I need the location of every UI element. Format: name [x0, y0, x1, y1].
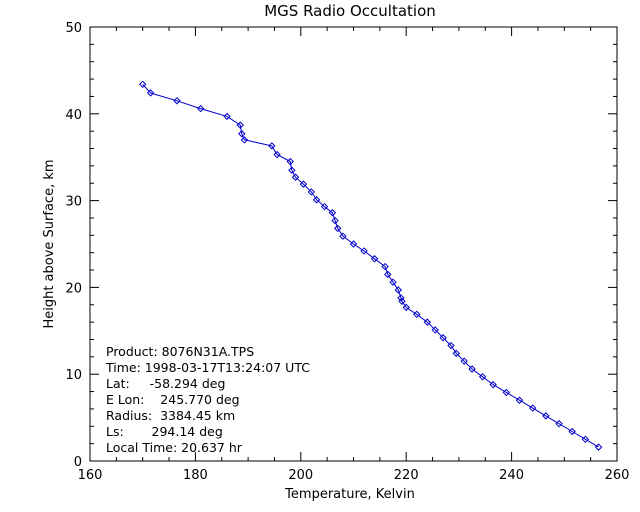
data-point	[460, 357, 468, 365]
data-point	[568, 427, 576, 436]
annotation-ls: Ls: 294.14 deg	[106, 424, 223, 439]
series-markers	[138, 80, 603, 451]
series-line	[142, 83, 599, 448]
annotation-radius: Radius: 3384.45 km	[106, 408, 235, 423]
data-point	[286, 157, 294, 166]
data-point	[307, 188, 316, 196]
data-point	[312, 196, 321, 204]
annotation-lat: Lat: -58.294 deg	[106, 376, 225, 391]
data-point	[331, 216, 339, 225]
x-axis-title: Temperature, Kelvin	[284, 487, 415, 502]
chart-title: MGS Radio Occultation	[264, 2, 436, 20]
y-tick-label: 40	[65, 108, 82, 123]
axis-tick-labels: 160 180 200 220 240 260 0 10 20 30 40 50	[65, 21, 629, 483]
data-point	[288, 166, 296, 174]
data-point	[394, 286, 403, 294]
axis-ticks	[89, 26, 618, 462]
data-point	[468, 365, 476, 373]
data-point	[439, 334, 447, 342]
data-point	[398, 297, 406, 305]
data-point	[594, 443, 603, 451]
data-point	[555, 419, 563, 428]
data-point	[349, 240, 358, 248]
data-point	[236, 121, 244, 129]
x-tick-label: 260	[605, 468, 630, 483]
annotation-local-time: Local Time: 20.637 hr	[106, 440, 243, 455]
data-point	[515, 396, 524, 404]
annotation-product: Product: 8076N31A.TPS	[106, 344, 254, 359]
data-point	[381, 262, 389, 271]
annotation-lon: E Lon: 245.770 deg	[106, 392, 240, 407]
data-point	[413, 310, 421, 319]
data-point	[333, 224, 342, 233]
data-point	[502, 388, 511, 397]
data-point	[431, 326, 439, 334]
data-point	[489, 380, 497, 389]
data-point	[299, 180, 308, 188]
annotation-time: Time: 1998-03-17T13:24:07 UTC	[105, 360, 310, 375]
y-tick-label: 30	[65, 195, 82, 210]
y-tick-label: 20	[65, 281, 82, 296]
data-point	[339, 232, 347, 240]
data-point	[528, 404, 537, 412]
data-point	[273, 150, 281, 159]
data-point	[291, 173, 300, 181]
data-point	[402, 303, 410, 312]
x-tick-label: 240	[499, 468, 524, 483]
x-tick-label: 220	[394, 468, 419, 483]
data-point	[173, 97, 181, 105]
data-point	[320, 202, 329, 211]
data-point	[223, 112, 231, 121]
y-tick-label: 0	[74, 455, 82, 470]
data-point	[542, 412, 550, 420]
data-point	[447, 341, 455, 350]
y-axis-title: Height above Surface, km	[42, 159, 57, 328]
annotation-block: Product: 8076N31A.TPS Time: 1998-03-17T1…	[105, 344, 310, 455]
data-point	[138, 80, 147, 88]
data-point	[384, 270, 392, 279]
data-point	[389, 278, 397, 286]
data-point	[397, 294, 405, 302]
data-point	[146, 89, 155, 97]
data-point	[360, 247, 368, 255]
data-point	[581, 435, 590, 444]
data-point	[478, 373, 487, 381]
data-point	[268, 142, 276, 150]
data-point	[370, 255, 379, 263]
data-point	[452, 349, 460, 358]
x-tick-label: 180	[183, 468, 208, 483]
x-tick-label: 200	[288, 468, 313, 483]
data-point	[240, 136, 249, 144]
y-tick-label: 10	[65, 368, 82, 383]
data-point	[238, 130, 246, 138]
x-tick-label: 160	[78, 468, 103, 483]
data-point	[196, 104, 205, 113]
data-point	[328, 209, 337, 217]
data-point	[423, 318, 431, 326]
y-tick-label: 50	[65, 21, 82, 36]
